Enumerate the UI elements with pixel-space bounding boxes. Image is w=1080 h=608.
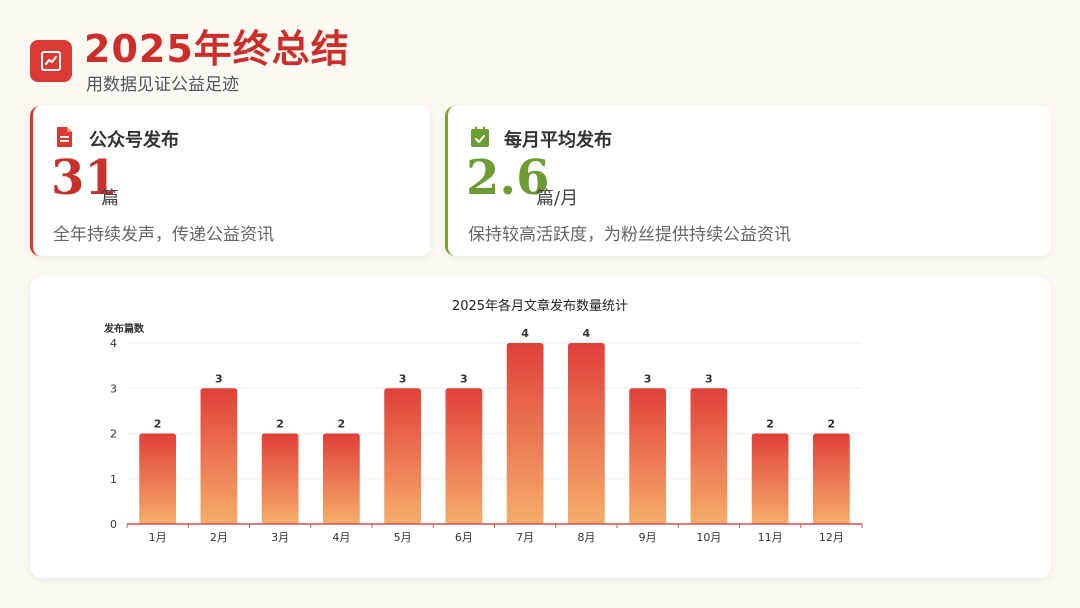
header: 2025年终总结 用数据见证公益足迹 — [30, 18, 630, 98]
stat-description: 全年持续发声，传递公益资讯 — [53, 225, 274, 245]
data-label: 2 — [154, 418, 162, 431]
y-tick-label: 2 — [110, 428, 117, 441]
data-label: 3 — [705, 372, 713, 385]
bar — [629, 388, 666, 524]
chart-card: 2025年各月文章发布数量统计 发布篇数 2 3 2 2 3 3 4 4 3 3 2 2 0 1 2 3 4 1… — [30, 276, 1051, 578]
line-chart-icon — [30, 40, 72, 82]
axes: 0 1 2 3 4 1月 2月 3月 4月 5月 6月 7月 8月 9月 10月 11月 12月 — [110, 337, 863, 544]
bar — [200, 388, 238, 524]
data-label: 2 — [276, 418, 284, 431]
grid-lines — [127, 342, 862, 480]
x-tick-label: 8月 — [577, 531, 595, 544]
stat-unit: 篇 — [101, 188, 119, 209]
page-title: 2025年终总结 — [84, 27, 350, 71]
stat-value: 2.6 — [466, 150, 550, 206]
x-tick-label: 1月 — [149, 531, 167, 544]
x-tick-label: 12月 — [819, 531, 844, 544]
bar — [751, 433, 789, 524]
x-tick-label: 10月 — [696, 531, 721, 544]
data-label: 2 — [766, 418, 774, 431]
bar — [568, 343, 605, 524]
data-label: 2 — [338, 418, 346, 431]
x-tick-label: 3月 — [271, 531, 289, 544]
bar — [384, 388, 421, 524]
x-tick-label: 6月 — [455, 531, 473, 544]
y-tick-label: 4 — [110, 337, 117, 350]
page-subtitle: 用数据见证公益足迹 — [86, 75, 239, 95]
bar-chart: 2025年各月文章发布数量统计 发布篇数 2 3 2 2 3 3 4 4 3 3 2 2 0 1 2 3 4 1… — [103, 298, 863, 544]
y-tick-label: 3 — [110, 382, 117, 395]
stat-unit: 篇/月 — [536, 188, 579, 209]
x-tick-label: 2月 — [210, 531, 228, 544]
chart-title: 2025年各月文章发布数量统计 — [452, 298, 628, 314]
data-label: 4 — [521, 327, 529, 340]
document-icon — [55, 126, 75, 148]
x-tick-label: 4月 — [332, 531, 350, 544]
data-label: 3 — [215, 372, 223, 385]
stat-description: 保持较高活跃度，为粉丝提供持续公益资讯 — [468, 225, 791, 245]
x-tick-label: 7月 — [516, 531, 534, 544]
bar — [261, 433, 299, 524]
bar — [445, 388, 483, 524]
bars: 2 3 2 2 3 3 4 4 3 3 2 2 — [139, 327, 850, 524]
y-axis-label: 发布篇数 — [103, 322, 145, 335]
bar — [813, 433, 850, 524]
x-tick-label: 5月 — [394, 531, 412, 544]
data-label: 2 — [828, 418, 836, 431]
data-label: 4 — [583, 327, 591, 340]
bar — [323, 433, 360, 524]
bar — [139, 433, 176, 524]
data-label: 3 — [399, 372, 407, 385]
data-label: 3 — [460, 372, 468, 385]
stat-value: 31 — [51, 150, 118, 206]
stat-label: 每月平均发布 — [504, 130, 612, 151]
x-tick-label: 11月 — [758, 531, 783, 544]
stat-card-articles: 公众号发布 31 篇 全年持续发声，传递公益资讯 — [30, 106, 430, 256]
bar — [690, 388, 728, 524]
x-tick-label: 9月 — [639, 531, 657, 544]
data-label: 3 — [644, 372, 652, 385]
stat-card-monthly-average: 每月平均发布 2.6 篇/月 保持较高活跃度，为粉丝提供持续公益资讯 — [445, 106, 1051, 256]
stat-label: 公众号发布 — [89, 130, 179, 151]
y-tick-label: 0 — [110, 518, 117, 531]
bar — [506, 343, 544, 524]
calendar-check-icon — [470, 126, 490, 148]
y-tick-label: 1 — [110, 473, 117, 486]
